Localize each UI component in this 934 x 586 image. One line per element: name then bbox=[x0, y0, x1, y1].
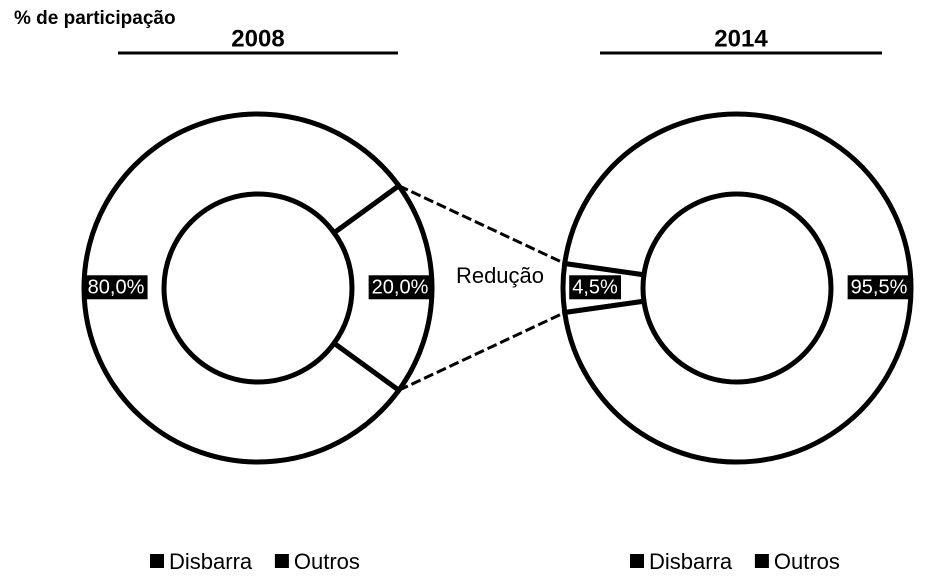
legend-label: Disbarra bbox=[649, 549, 733, 574]
slice bbox=[561, 111, 914, 465]
legend-label: Outros bbox=[294, 549, 360, 574]
annotation: Redução bbox=[456, 263, 544, 288]
label-box bbox=[569, 275, 622, 300]
legend-marker bbox=[630, 554, 644, 568]
data-label: 95,5% bbox=[851, 276, 908, 298]
label-box bbox=[368, 275, 432, 300]
label-box bbox=[84, 275, 148, 300]
legend-marker bbox=[150, 554, 164, 568]
chart-title: 2008 bbox=[231, 25, 284, 52]
connector bbox=[398, 311, 566, 392]
subtitle: % de participação bbox=[14, 8, 176, 29]
data-label: 20,0% bbox=[372, 276, 429, 298]
label-box bbox=[847, 275, 911, 300]
data-label: 4,5% bbox=[572, 276, 618, 298]
data-label: 80,0% bbox=[88, 276, 145, 298]
legend-label: Outros bbox=[774, 549, 840, 574]
legend-marker bbox=[274, 554, 289, 568]
legend-label: Disbarra bbox=[169, 549, 253, 574]
slice bbox=[81, 111, 403, 465]
chart-title: 2014 bbox=[714, 25, 768, 52]
connector bbox=[398, 184, 566, 265]
legend-marker bbox=[754, 554, 769, 568]
